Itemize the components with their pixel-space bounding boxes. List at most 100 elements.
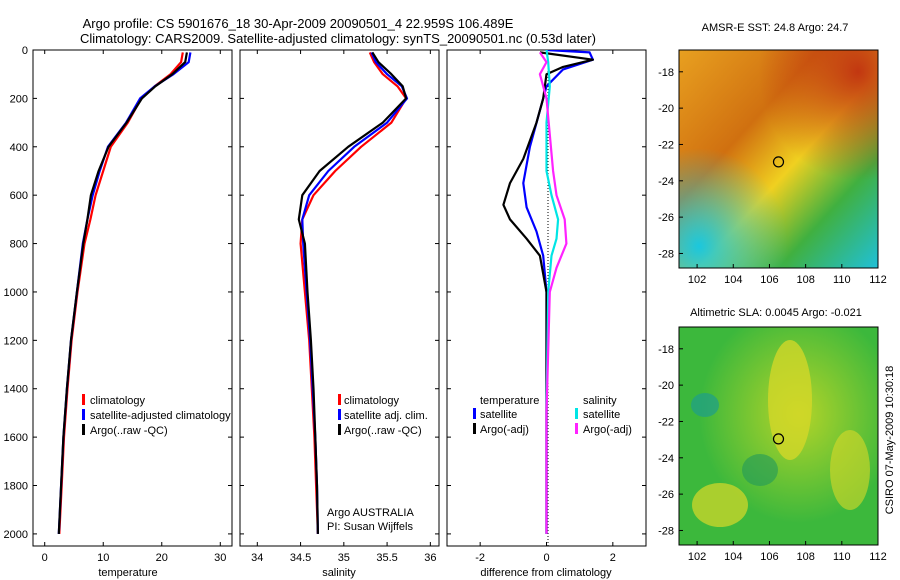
y-tick-label: 400 (10, 142, 28, 154)
y-tick-label: 600 (10, 190, 28, 202)
x-tick-label: 30 (214, 552, 226, 564)
x-tick-label: 35.5 (376, 552, 397, 564)
difference-legend-temp-argo: Argo(-adj) (480, 424, 529, 436)
difference-legend-sal-argo: Argo(-adj) (583, 424, 632, 436)
map-x-tick-label: 102 (688, 551, 706, 563)
series-line-argo-raw-qc- (297, 51, 408, 534)
map-x-tick-label: 112 (869, 551, 887, 563)
figure-title-line1: Argo profile: CS 5901676_18 30-Apr-2009 … (83, 16, 514, 31)
map-y-tick-label: -26 (658, 489, 674, 501)
sla-map-frame (678, 326, 879, 546)
map-y-tick-label: -20 (658, 380, 674, 392)
legend-swatch-satellite (338, 409, 341, 420)
x-tick-label: 34.5 (290, 552, 311, 564)
sst-map-image (679, 50, 878, 268)
x-tick-label: 34 (251, 552, 263, 564)
x-tick-label: 2 (610, 552, 616, 564)
map-y-tick-label: -20 (658, 103, 674, 115)
x-tick-label: 0 (543, 552, 549, 564)
y-tick-label: 1400 (4, 384, 28, 396)
legend-swatch-temp-argo (473, 423, 476, 434)
map-y-tick-label: -22 (658, 139, 674, 151)
x-tick-label: -2 (475, 552, 485, 564)
sla-map-image (679, 327, 878, 545)
map-y-tick-label: -28 (658, 248, 674, 260)
difference-legend-salinity-heading: salinity (583, 395, 617, 407)
sst-map-frame (678, 49, 879, 269)
map-y-tick-label: -28 (658, 525, 674, 537)
map-x-tick-label: 112 (869, 274, 887, 286)
temperature-xlabel: temperature (98, 567, 157, 579)
temperature-legend-climatology: climatology (90, 395, 146, 407)
map-y-tick-label: -26 (658, 212, 674, 224)
map-x-tick-label: 108 (796, 274, 814, 286)
sla-argo-location-marker (772, 433, 785, 445)
difference-legend-sal-satellite: satellite (583, 409, 620, 421)
difference-series (502, 50, 595, 534)
salinity-legend-satellite: satellite adj. clim. (344, 410, 428, 422)
salinity-annotation-program: Argo AUSTRALIA (327, 507, 414, 519)
series-line-salinity-satellite (545, 50, 560, 534)
temperature-series (57, 52, 192, 534)
x-tick-label: 0 (42, 552, 48, 564)
map-y-tick-label: -22 (658, 416, 674, 428)
temperature-axis-ticks: 0 10 20 30 0 200 400 600 800 1000 1200 1400 1600 1800… (4, 45, 232, 564)
salinity-axis-ticks: 34 34.5 35 35.5 36 (240, 49, 439, 564)
map-x-tick-label: 110 (833, 274, 851, 286)
map-x-tick-label: 106 (760, 551, 778, 563)
salinity-legend: climatology satellite adj. clim. Argo(..… (338, 394, 428, 437)
sst-map-title: AMSR-E SST: 24.8 Argo: 24.7 (702, 22, 849, 34)
y-tick-label: 1000 (4, 287, 28, 299)
legend-swatch-sal-satellite (575, 408, 578, 419)
legend-swatch-climatology (338, 394, 341, 405)
difference-legend-temperature-heading: temperature (480, 395, 539, 407)
csiro-credit: CSIRO 07-May-2009 10:30:18 (884, 366, 896, 515)
y-tick-label: 1200 (4, 335, 28, 347)
figure-title-line2: Climatology: CARS2009. Satellite-adjuste… (80, 31, 596, 46)
map-x-tick-label: 110 (833, 551, 851, 563)
legend-swatch-climatology (82, 394, 85, 405)
temperature-axes-box (32, 49, 233, 547)
series-line-salinity-argo-adj- (538, 51, 568, 534)
map-x-tick-label: 106 (760, 274, 778, 286)
difference-legend: temperature satellite Argo(-adj) salinit… (473, 395, 632, 436)
series-line-temperature-argo-adj- (502, 51, 595, 534)
sst-map-ticks: 102 104 106 108 110 112 -18 -20 -22 -24 -26 -28 (658, 67, 887, 286)
y-tick-label: 1800 (4, 481, 28, 493)
difference-legend-temp-satellite: satellite (480, 409, 517, 421)
legend-swatch-satellite (82, 409, 85, 420)
difference-xlabel: difference from climatology (480, 567, 612, 579)
temperature-legend: climatology satellite-adjusted climatolo… (82, 394, 231, 437)
salinity-legend-argo: Argo(..raw -QC) (344, 425, 422, 437)
map-y-tick-label: -18 (658, 344, 674, 356)
salinity-series (297, 51, 409, 534)
salinity-xlabel: salinity (322, 567, 356, 579)
map-y-tick-label: -18 (658, 67, 674, 79)
legend-swatch-sal-argo (575, 423, 578, 434)
map-x-tick-label: 108 (796, 551, 814, 563)
map-y-tick-label: -24 (658, 453, 674, 465)
legend-swatch-temp-satellite (473, 408, 476, 419)
x-tick-label: 35 (338, 552, 350, 564)
x-tick-label: 10 (97, 552, 109, 564)
map-x-tick-label: 102 (688, 274, 706, 286)
salinity-annotation-pi: PI: Susan Wijffels (327, 521, 413, 533)
sla-map-ticks: 102 104 106 108 110 112 -18 -20 -22 -24 -26 -28 (658, 344, 887, 563)
y-tick-label: 2000 (4, 529, 28, 541)
map-x-tick-label: 104 (724, 274, 742, 286)
legend-swatch-argo (82, 424, 85, 435)
y-tick-label: 1600 (4, 432, 28, 444)
y-tick-label: 200 (10, 93, 28, 105)
y-tick-label: 800 (10, 239, 28, 251)
map-x-tick-label: 104 (724, 551, 742, 563)
legend-swatch-argo (338, 424, 341, 435)
y-tick-label: 0 (22, 45, 28, 57)
x-tick-label: 36 (424, 552, 436, 564)
temperature-legend-argo: Argo(..raw -QC) (90, 425, 168, 437)
sla-map-title: Altimetric SLA: 0.0045 Argo: -0.021 (690, 307, 862, 319)
salinity-axes-box (239, 49, 440, 547)
map-y-tick-label: -24 (658, 176, 674, 188)
x-tick-label: 20 (156, 552, 168, 564)
series-line-argo-raw-qc- (57, 52, 188, 534)
